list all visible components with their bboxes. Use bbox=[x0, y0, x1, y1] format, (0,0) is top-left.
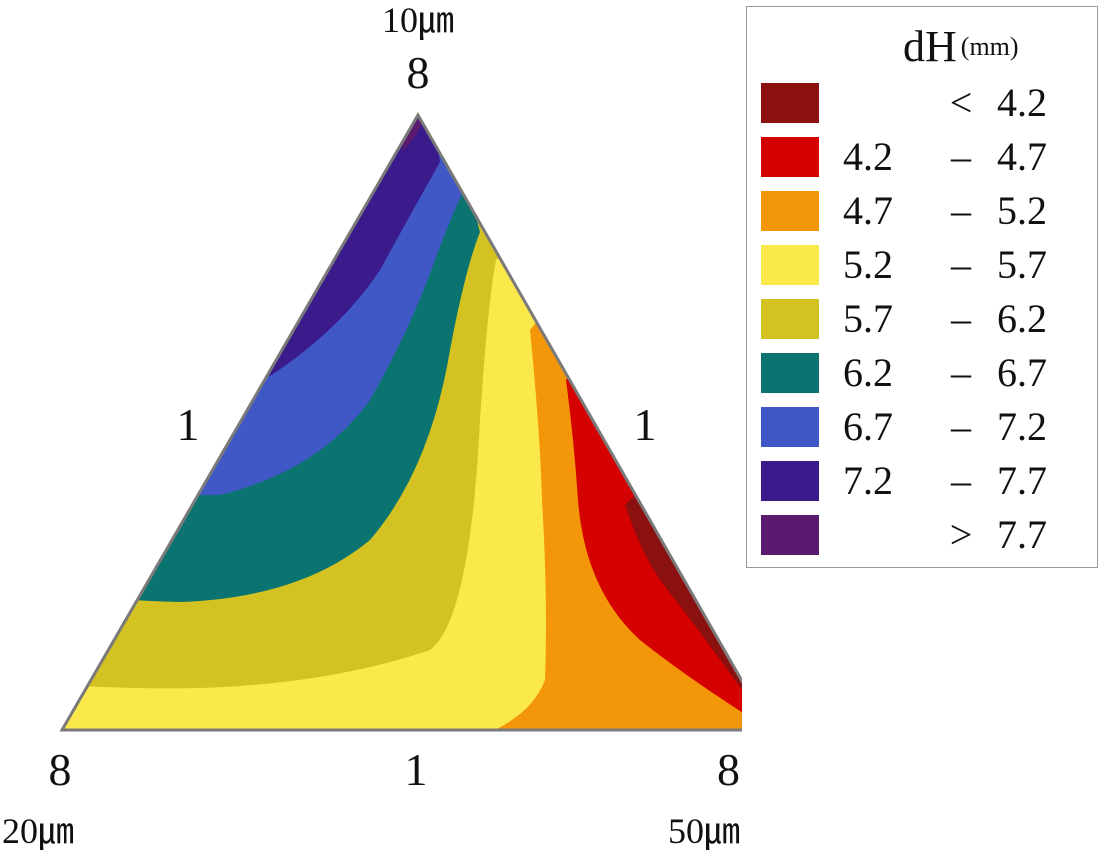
right-vertex-value: 8 bbox=[717, 744, 740, 795]
legend-swatch bbox=[761, 137, 819, 177]
legend-lower-bound: 6.2 bbox=[843, 350, 893, 395]
legend-lower-bound: 5.2 bbox=[843, 242, 893, 287]
legend-upper-bound: 5.7 bbox=[997, 242, 1047, 287]
legend-swatch bbox=[761, 191, 819, 231]
legend-upper-bound: 4.2 bbox=[997, 80, 1047, 125]
top-vertex-value: 8 bbox=[407, 47, 430, 98]
legend-upper-bound: 6.7 bbox=[997, 350, 1047, 395]
bottom-edge-label: 1 bbox=[405, 744, 428, 795]
legend-upper-bound: 7.7 bbox=[997, 458, 1047, 503]
legend-swatch bbox=[761, 83, 819, 123]
legend-lower-bound: 5.7 bbox=[843, 296, 893, 341]
legend-upper-bound: 4.7 bbox=[997, 134, 1047, 179]
band-gt-7.7 bbox=[402, 115, 422, 152]
legend-item: 4.2 –4.7 bbox=[761, 134, 1091, 181]
legend-swatch bbox=[761, 461, 819, 501]
top-vertex-label: 10㎛ bbox=[382, 0, 454, 40]
legend-separator: – bbox=[951, 350, 971, 395]
legend-separator: – bbox=[951, 458, 971, 503]
legend-upper-bound: 7.2 bbox=[997, 404, 1047, 449]
legend-item: 5.2 –5.7 bbox=[761, 242, 1091, 289]
legend: dH (mm) <4.2 4.2–4.7 4.7–5.2 5.2–5.7 5.7–6.2 6… bbox=[746, 6, 1098, 568]
legend-separator: – bbox=[951, 242, 971, 287]
legend-separator: – bbox=[951, 404, 971, 449]
legend-lower-bound: 7.2 bbox=[843, 458, 893, 503]
left-edge-label: 1 bbox=[177, 399, 200, 450]
legend-swatch bbox=[761, 407, 819, 447]
left-vertex-value: 8 bbox=[49, 744, 72, 795]
legend-swatch bbox=[761, 245, 819, 285]
legend-lower-bound: 4.7 bbox=[843, 188, 893, 233]
legend-lower-bound: 6.7 bbox=[843, 404, 893, 449]
legend-unit: (mm) bbox=[960, 32, 1019, 61]
legend-item: 6.2 –6.7 bbox=[761, 350, 1091, 397]
legend-item: <4.2 bbox=[761, 80, 1091, 127]
legend-separator: > bbox=[949, 512, 973, 557]
right-vertex-label: 50㎛ bbox=[668, 811, 740, 850]
legend-item: 6.7 –7.2 bbox=[761, 404, 1091, 451]
legend-item: 4.7 –5.2 bbox=[761, 188, 1091, 235]
legend-separator: – bbox=[951, 188, 971, 233]
ternary-contour-plot: 10㎛ 8 1 1 8 1 8 20㎛ 50㎛ bbox=[2, 0, 742, 850]
triangle-outline bbox=[59, 111, 742, 732]
legend-separator: – bbox=[951, 134, 971, 179]
legend-swatch bbox=[761, 353, 819, 393]
left-vertex-label: 20㎛ bbox=[2, 811, 74, 850]
contour-bands bbox=[62, 115, 742, 730]
legend-separator: – bbox=[951, 296, 971, 341]
legend-item: >7.7 bbox=[761, 512, 1091, 559]
legend-item: 5.7 –6.2 bbox=[761, 296, 1091, 343]
legend-upper-bound: 7.7 bbox=[997, 512, 1047, 557]
right-edge-label: 1 bbox=[634, 399, 657, 450]
legend-swatch bbox=[761, 299, 819, 339]
legend-item: 7.2 –7.7 bbox=[761, 458, 1091, 505]
legend-title: dH (mm) bbox=[903, 21, 1019, 72]
legend-swatch bbox=[761, 515, 819, 555]
legend-upper-bound: 5.2 bbox=[997, 188, 1047, 233]
legend-title-text: dH bbox=[903, 22, 957, 71]
legend-lower-bound: 4.2 bbox=[843, 134, 893, 179]
legend-separator: < bbox=[949, 80, 973, 125]
legend-upper-bound: 6.2 bbox=[997, 296, 1047, 341]
